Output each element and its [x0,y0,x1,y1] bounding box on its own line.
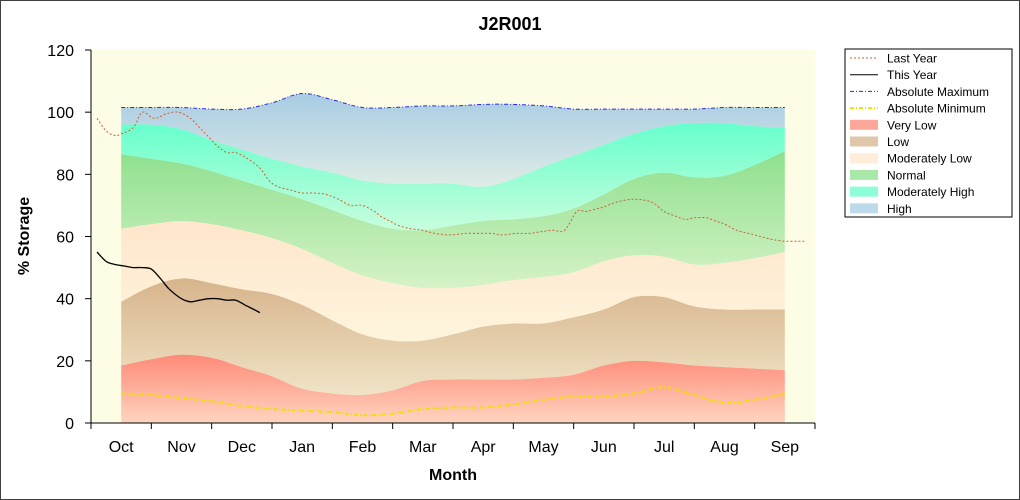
x-tick-label: Jul [654,439,674,456]
series-absolute-maximum [121,92,785,111]
legend-item-absolute-minimum: Absolute Minimum [850,102,986,116]
legend: Last Year This Year Absolute Maximum Absolu… [844,48,1013,218]
legend-label: High [887,202,912,216]
x-tick-label: Mar [409,439,437,456]
x-axis-label: Month [429,467,477,484]
band-high [121,93,785,187]
x-tick-label: Dec [228,439,256,456]
x-tick-label: Feb [349,439,377,456]
x-tick-label: May [528,439,558,456]
y-tick-label: 0 [65,416,74,433]
legend-swatch [850,136,878,147]
legend-label: Low [887,135,909,149]
legend-swatch [850,169,878,180]
series-this-year [96,251,261,314]
legend-label: Normal [887,168,926,182]
y-tick-label: 40 [56,292,74,309]
legend-item-normal: Normal [850,168,926,182]
band-low [121,278,785,396]
series-last-year [96,111,806,242]
y-tick-label: 60 [56,230,74,247]
legend-label: Last Year [887,52,937,66]
legend-swatch [850,119,878,130]
bands-layer [121,93,785,423]
legend-item-this-year: This Year [850,68,937,82]
legend-label: This Year [887,68,937,82]
band-very-low [121,354,785,423]
y-tick-label: 120 [47,43,74,60]
legend-label: Moderately Low [887,152,972,166]
legend-item-moderately-high: Moderately High [850,185,974,199]
chart-title: J2R001 [478,14,541,34]
legend-item-absolute-maximum: Absolute Maximum [850,85,989,99]
legend-swatch [850,203,878,214]
legend-swatch [850,153,878,164]
axes-layer: 0 20 40 60 80 100 120 Oct Nov Dec Jan Feb Mar Apr May J… [47,43,816,456]
x-tick-label: Sep [771,439,800,456]
legend-label: Very Low [887,118,937,132]
legend-label: Moderately High [887,185,974,199]
band-normal [121,151,785,289]
legend-item-very-low: Very Low [850,118,937,132]
series-absolute-minimum [121,386,785,417]
y-tick-label: 80 [56,167,74,184]
legend-swatch [850,186,878,197]
legend-item-low: Low [850,135,909,149]
x-tick-label: Apr [471,439,497,456]
legend-label: Absolute Maximum [887,85,989,99]
band-moderately-high [121,122,785,231]
x-tick-label: Nov [167,439,195,456]
x-tick-label: Aug [710,439,738,456]
legend-label: Absolute Minimum [887,102,986,116]
legend-item-high: High [850,202,912,216]
x-tick-label: Jan [289,439,315,456]
legend-item-moderately-low: Moderately Low [850,152,972,166]
x-tick-label: Oct [109,439,134,456]
y-axis-label: % Storage [16,197,33,275]
y-tick-label: 20 [56,354,74,371]
lines-layer [96,92,806,417]
y-tick-label: 100 [47,105,74,122]
band-moderately-low [121,221,785,342]
x-tick-label: Jun [591,439,617,456]
legend-item-last-year: Last Year [850,52,937,66]
